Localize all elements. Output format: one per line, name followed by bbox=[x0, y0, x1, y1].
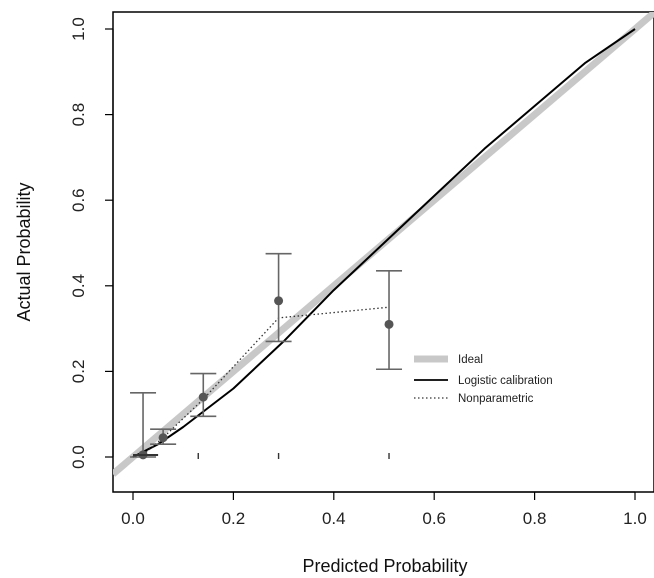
grouped-point bbox=[265, 252, 292, 343]
x-axis-title: Predicted Probability bbox=[302, 556, 467, 576]
y-tick-label: 0.4 bbox=[69, 274, 88, 298]
y-tick-label: 0.6 bbox=[69, 188, 88, 212]
point-marker bbox=[158, 433, 168, 443]
point-marker bbox=[198, 392, 208, 402]
y-tick-label: 0.0 bbox=[69, 445, 88, 469]
grouped-point bbox=[190, 372, 217, 418]
legend-label-nonparametric: Nonparametric bbox=[458, 393, 534, 405]
y-tick-label: 1.0 bbox=[69, 17, 88, 41]
y-tick-label: 0.2 bbox=[69, 360, 88, 384]
x-tick-label: 0.2 bbox=[222, 509, 246, 528]
x-tick-label: 1.0 bbox=[623, 509, 647, 528]
x-tick-label: 0.8 bbox=[523, 509, 547, 528]
grouped-points bbox=[130, 252, 403, 460]
grouped-point bbox=[376, 270, 403, 371]
grouped-point bbox=[150, 428, 177, 445]
y-axis-title: Actual Probability bbox=[14, 182, 34, 321]
point-marker bbox=[274, 296, 284, 306]
point-marker bbox=[384, 319, 394, 329]
legend: Ideal Logistic calibration Nonparametric bbox=[414, 354, 553, 405]
grouped-point bbox=[130, 391, 157, 460]
x-tick-label: 0.4 bbox=[322, 509, 346, 528]
x-tick-label: 0.0 bbox=[121, 509, 145, 528]
series-line-nonparametric bbox=[142, 306, 390, 456]
series-line-logistic bbox=[132, 28, 636, 458]
y-axis: 0.0 0.2 0.4 0.6 0.8 1.0 bbox=[69, 17, 114, 469]
legend-label-logistic: Logistic calibration bbox=[458, 375, 553, 387]
x-axis: 0.0 0.2 0.4 0.6 0.8 1.0 bbox=[121, 491, 647, 528]
x-tick-label: 0.6 bbox=[422, 509, 446, 528]
plot-lines bbox=[113, 12, 654, 477]
y-tick-label: 0.8 bbox=[69, 103, 88, 127]
legend-label-ideal: Ideal bbox=[458, 354, 483, 366]
rug-ticks bbox=[133, 453, 390, 459]
